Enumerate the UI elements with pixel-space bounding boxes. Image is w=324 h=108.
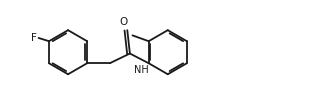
Text: O: O (119, 17, 127, 27)
Text: NH: NH (133, 65, 148, 75)
Text: F: F (31, 33, 37, 43)
